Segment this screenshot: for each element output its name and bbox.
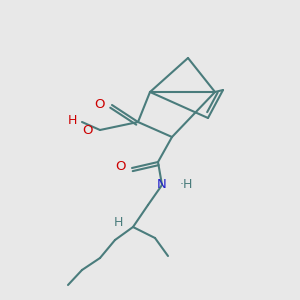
Text: H: H: [68, 115, 77, 128]
Text: O: O: [116, 160, 126, 173]
Text: O: O: [82, 124, 93, 136]
Text: H: H: [114, 217, 123, 230]
Text: ·H: ·H: [180, 178, 194, 191]
Text: N: N: [157, 178, 167, 191]
Text: O: O: [94, 98, 105, 112]
